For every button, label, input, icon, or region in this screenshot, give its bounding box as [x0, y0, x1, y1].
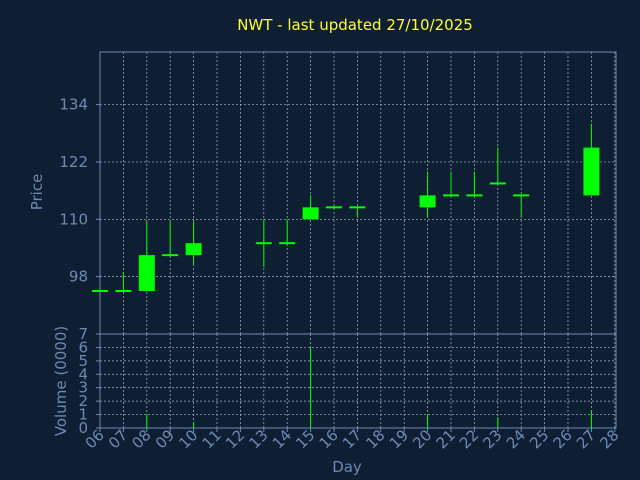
candle-body	[255, 242, 272, 245]
candle-body	[326, 206, 342, 209]
price-tick-label: 134	[59, 96, 88, 114]
day-tick-label: 24	[503, 426, 529, 452]
day-tick-label: 20	[409, 426, 435, 452]
volume-axis-label: Volume (0000)	[52, 326, 70, 436]
x-axis-label: Day	[332, 458, 362, 476]
price-tick-label: 110	[59, 210, 88, 228]
day-tick-label: 10	[175, 426, 201, 452]
day-tick-label: 26	[550, 426, 576, 452]
day-tick-label: 12	[222, 426, 248, 452]
day-axis: 0607080910111213141516171819202122232425…	[82, 426, 623, 452]
candle-body	[349, 206, 366, 209]
day-tick-label: 07	[105, 426, 131, 452]
candle-body	[443, 194, 459, 197]
day-tick-label: 27	[573, 426, 599, 452]
candle-body	[583, 147, 600, 196]
day-tick-label: 13	[245, 426, 271, 452]
candle-body	[92, 289, 108, 292]
candle-body	[466, 194, 483, 197]
day-tick-label: 28	[596, 426, 622, 452]
price-axis: 98 110 122 134	[59, 96, 100, 286]
day-tick-label: 18	[362, 426, 388, 452]
day-tick-label: 21	[433, 426, 459, 452]
day-tick-label: 22	[456, 426, 482, 452]
volume-tick-label: 4	[78, 365, 88, 383]
day-tick-label: 11	[199, 426, 225, 452]
day-tick-label: 23	[479, 426, 505, 452]
price-grid	[100, 52, 616, 334]
candle-body	[185, 243, 202, 256]
candle-body	[115, 289, 132, 292]
day-tick-label: 17	[339, 426, 365, 452]
candle-body	[419, 195, 436, 208]
candle-body	[138, 255, 155, 291]
price-panel-frame	[99, 51, 617, 335]
day-tick-label: 14	[269, 426, 295, 452]
candle-body	[279, 242, 296, 245]
volume-tick-label: 3	[78, 379, 88, 397]
price-axis-label: Price	[28, 174, 46, 211]
volume-tick-label: 7	[78, 325, 88, 343]
day-tick-label: 09	[152, 426, 178, 452]
day-tick-label: 25	[526, 426, 552, 452]
chart-title: NWT - last updated 27/10/2025	[237, 16, 473, 34]
volume-tick-label: 6	[78, 338, 88, 356]
candle-body	[302, 207, 319, 220]
volume-panel-frame	[99, 333, 617, 429]
day-tick-label: 16	[316, 426, 342, 452]
day-tick-label: 08	[128, 426, 154, 452]
candle-body	[162, 254, 179, 257]
volume-tick-label: 1	[78, 406, 88, 424]
candle-body	[513, 194, 530, 197]
candle-body	[489, 182, 506, 185]
volume-tick-label: 5	[78, 352, 88, 370]
day-tick-label: 19	[386, 426, 412, 452]
day-tick-label: 15	[292, 426, 318, 452]
volume-bars	[146, 347, 592, 428]
candles	[92, 123, 600, 292]
volume-tick-label: 0	[78, 419, 88, 437]
price-tick-label: 122	[59, 153, 88, 171]
volume-tick-label: 2	[78, 392, 88, 410]
volume-grid	[100, 334, 616, 428]
price-tick-label: 98	[69, 268, 88, 286]
